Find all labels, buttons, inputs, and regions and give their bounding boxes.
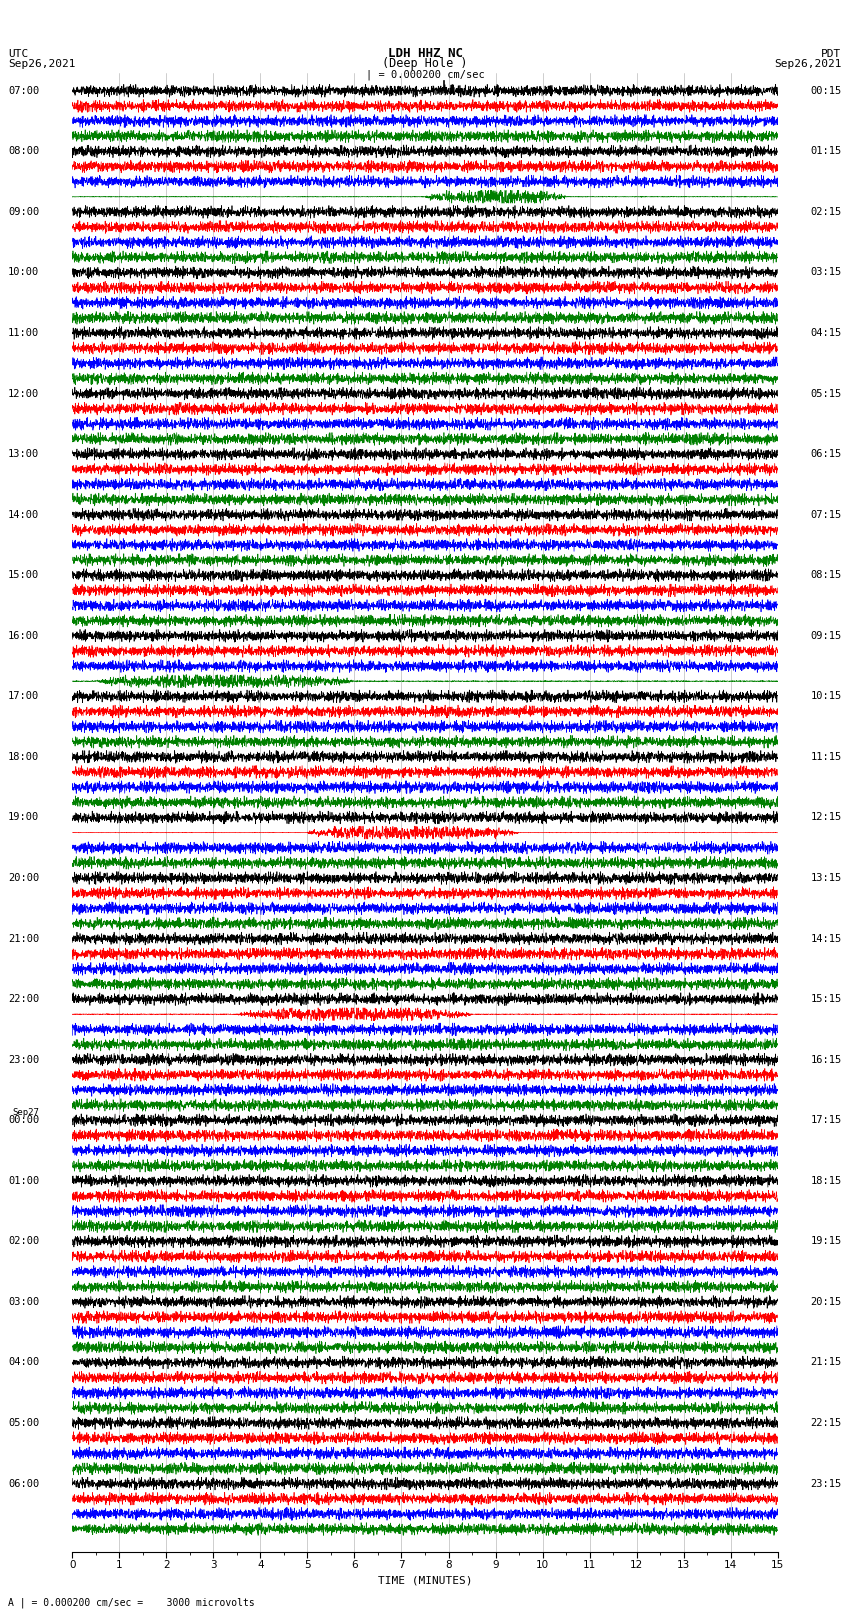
Text: 08:00: 08:00: [8, 147, 39, 156]
Text: 01:00: 01:00: [8, 1176, 39, 1186]
Text: A | = 0.000200 cm/sec =    3000 microvolts: A | = 0.000200 cm/sec = 3000 microvolts: [8, 1597, 255, 1608]
Text: | = 0.000200 cm/sec: | = 0.000200 cm/sec: [366, 69, 484, 79]
Text: 00:00: 00:00: [8, 1115, 39, 1126]
Text: 02:00: 02:00: [8, 1236, 39, 1247]
Text: 12:15: 12:15: [811, 813, 842, 823]
Text: 19:15: 19:15: [811, 1236, 842, 1247]
Text: 05:00: 05:00: [8, 1418, 39, 1428]
Text: 10:15: 10:15: [811, 692, 842, 702]
X-axis label: TIME (MINUTES): TIME (MINUTES): [377, 1576, 473, 1586]
Text: 20:15: 20:15: [811, 1297, 842, 1307]
Text: LDH HHZ NC: LDH HHZ NC: [388, 47, 462, 60]
Text: 07:00: 07:00: [8, 85, 39, 95]
Text: 17:00: 17:00: [8, 692, 39, 702]
Text: 22:00: 22:00: [8, 994, 39, 1005]
Text: 06:00: 06:00: [8, 1479, 39, 1489]
Text: 13:00: 13:00: [8, 448, 39, 460]
Text: 20:00: 20:00: [8, 873, 39, 882]
Text: 17:15: 17:15: [811, 1115, 842, 1126]
Text: 15:00: 15:00: [8, 571, 39, 581]
Text: 09:00: 09:00: [8, 206, 39, 216]
Text: 03:15: 03:15: [811, 268, 842, 277]
Text: Sep26,2021: Sep26,2021: [8, 60, 76, 69]
Text: Sep27: Sep27: [13, 1108, 39, 1118]
Text: 21:00: 21:00: [8, 934, 39, 944]
Text: 15:15: 15:15: [811, 994, 842, 1005]
Text: 14:00: 14:00: [8, 510, 39, 519]
Text: 03:00: 03:00: [8, 1297, 39, 1307]
Text: 08:15: 08:15: [811, 571, 842, 581]
Text: (Deep Hole ): (Deep Hole ): [382, 56, 468, 71]
Text: 02:15: 02:15: [811, 206, 842, 216]
Text: Sep26,2021: Sep26,2021: [774, 60, 842, 69]
Text: 04:00: 04:00: [8, 1358, 39, 1368]
Text: 11:15: 11:15: [811, 752, 842, 761]
Text: 14:15: 14:15: [811, 934, 842, 944]
Text: 07:15: 07:15: [811, 510, 842, 519]
Text: 18:00: 18:00: [8, 752, 39, 761]
Text: 00:15: 00:15: [811, 85, 842, 95]
Text: 12:00: 12:00: [8, 389, 39, 398]
Text: 23:15: 23:15: [811, 1479, 842, 1489]
Text: 09:15: 09:15: [811, 631, 842, 640]
Text: 06:15: 06:15: [811, 448, 842, 460]
Text: 11:00: 11:00: [8, 327, 39, 339]
Text: 18:15: 18:15: [811, 1176, 842, 1186]
Text: 23:00: 23:00: [8, 1055, 39, 1065]
Text: 01:15: 01:15: [811, 147, 842, 156]
Text: UTC: UTC: [8, 48, 29, 58]
Text: PDT: PDT: [821, 48, 842, 58]
Text: 22:15: 22:15: [811, 1418, 842, 1428]
Text: 16:00: 16:00: [8, 631, 39, 640]
Text: 21:15: 21:15: [811, 1358, 842, 1368]
Text: 04:15: 04:15: [811, 327, 842, 339]
Text: 10:00: 10:00: [8, 268, 39, 277]
Text: 05:15: 05:15: [811, 389, 842, 398]
Text: 19:00: 19:00: [8, 813, 39, 823]
Text: 16:15: 16:15: [811, 1055, 842, 1065]
Text: 13:15: 13:15: [811, 873, 842, 882]
